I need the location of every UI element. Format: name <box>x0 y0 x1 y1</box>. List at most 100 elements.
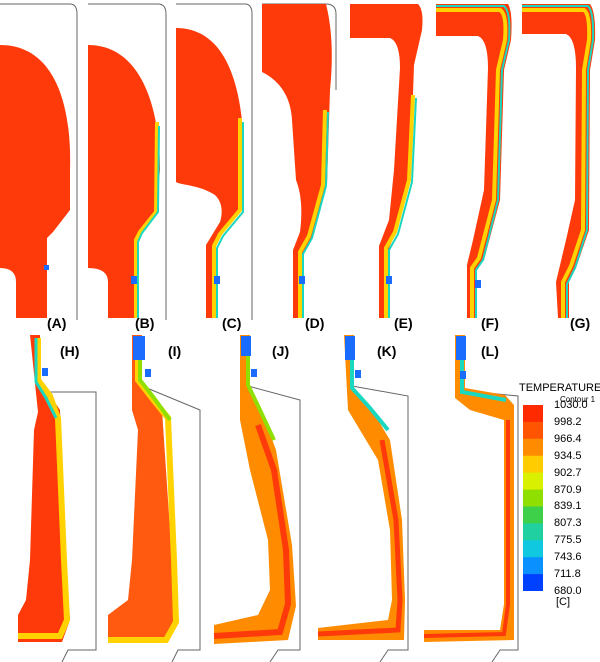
mold-outline <box>0 3 78 320</box>
cooled-edge <box>212 118 242 318</box>
panel-b <box>88 3 167 320</box>
panel-g <box>522 4 596 318</box>
temperature-field <box>176 28 244 318</box>
sensor-marker <box>133 336 145 360</box>
sensor-marker <box>131 276 137 284</box>
temperature-field <box>0 45 71 318</box>
legend-tick-label: 966.4 <box>554 432 582 445</box>
sensor-marker <box>241 336 251 356</box>
temperature-field <box>318 335 405 640</box>
cooled-edge <box>384 94 415 318</box>
panel-label-k: (K) <box>377 343 397 359</box>
legend-color-swatch <box>523 557 543 575</box>
cooled-edge <box>298 109 327 318</box>
temperature-field <box>108 335 174 640</box>
legend-tick-label: 839.1 <box>554 500 582 513</box>
cooled-edge-inner <box>137 125 160 318</box>
sensor-marker <box>456 336 466 360</box>
panel-label-d: (D) <box>305 315 325 331</box>
sensor-marker <box>251 369 257 377</box>
panel-c <box>176 3 253 320</box>
cooled-band <box>522 8 592 318</box>
mold-outline <box>351 385 409 662</box>
legend-tick-label: 902.7 <box>554 466 582 479</box>
sensor-marker <box>145 369 151 377</box>
legend-tick-label: 807.3 <box>554 517 582 530</box>
mold-outline <box>247 385 301 662</box>
sensor-marker <box>345 336 355 360</box>
sensor-marker <box>475 280 481 288</box>
temperature-field <box>436 4 512 318</box>
panel-label-a: (A) <box>47 315 67 331</box>
panel-h <box>18 335 97 662</box>
temperature-field <box>88 45 160 318</box>
sensor-marker <box>42 368 48 376</box>
panel-label-j: (J) <box>272 343 290 359</box>
legend-tick-label: 998.2 <box>554 415 582 428</box>
panel-label-l: (L) <box>481 343 499 359</box>
mold-outline <box>176 3 253 320</box>
temperature-field <box>214 335 296 644</box>
hot-band <box>423 420 510 638</box>
hot-band <box>213 423 292 639</box>
legend-color-swatch <box>523 421 543 440</box>
sensor-marker <box>214 276 220 284</box>
panel-label-c: (C) <box>222 315 242 331</box>
mold-outline <box>141 385 201 662</box>
cool-band <box>350 338 390 432</box>
mold-outline <box>48 391 97 662</box>
cooled-edge-inner <box>388 97 417 318</box>
panel-f <box>436 4 512 318</box>
panel-label-e: (E) <box>394 315 413 331</box>
panel-d <box>262 3 337 318</box>
legend-tick-label: 934.5 <box>554 449 582 462</box>
temperature-field <box>424 335 514 642</box>
legend-color-swatch <box>523 489 543 507</box>
legend-color-swatch <box>523 405 543 423</box>
legend-tick-label: 1030.0 <box>554 399 588 411</box>
panel-label-h: (H) <box>60 343 80 359</box>
mold-outline <box>262 3 337 90</box>
cooled-band <box>18 338 71 639</box>
cooled-edge-inner <box>302 111 329 318</box>
cool-band <box>246 338 276 441</box>
legend-color-swatch <box>523 472 543 491</box>
legend-tick-label: 775.5 <box>554 534 582 547</box>
sensor-marker <box>299 276 305 284</box>
cooled-band-outer <box>436 5 511 318</box>
mold-outline <box>88 3 167 320</box>
panel-label-i: (I) <box>168 343 182 359</box>
temperature-field <box>522 4 596 318</box>
legend-tick-label: 711.8 <box>554 568 581 581</box>
panel-a <box>0 3 78 320</box>
legend-color-swatch <box>523 506 543 524</box>
cold-band <box>34 338 58 419</box>
hot-band <box>317 439 403 637</box>
legend-color-swatch <box>523 574 543 591</box>
panel-l <box>423 335 519 662</box>
legend-color-swatch <box>523 540 543 558</box>
legend-tick-label: 680.0 <box>554 585 582 597</box>
temperature-field <box>262 4 332 318</box>
legend-color-swatch <box>523 438 543 457</box>
temperature-field <box>350 4 423 318</box>
legend-color-bar <box>523 405 543 591</box>
sensor-marker <box>386 276 392 284</box>
cooled-edge-inner <box>216 122 244 318</box>
panel-label-b: (B) <box>135 315 155 331</box>
panel-label-f: (F) <box>481 315 499 331</box>
legend-color-swatch <box>523 523 543 541</box>
legend-title: TEMPERATURE <box>519 382 600 394</box>
panel-e <box>350 4 423 318</box>
panel-i <box>108 335 201 662</box>
panel-j <box>213 335 301 662</box>
sensor-marker <box>355 370 361 378</box>
cooled-edge <box>134 121 159 318</box>
legend-subtitle: Contour 1 <box>560 395 596 404</box>
cooled-band <box>436 8 508 318</box>
panel-k <box>317 335 409 662</box>
legend-color-swatch <box>523 455 543 474</box>
legend-tick-label: 743.6 <box>554 551 582 564</box>
legend-tick-label: 870.9 <box>554 483 582 496</box>
